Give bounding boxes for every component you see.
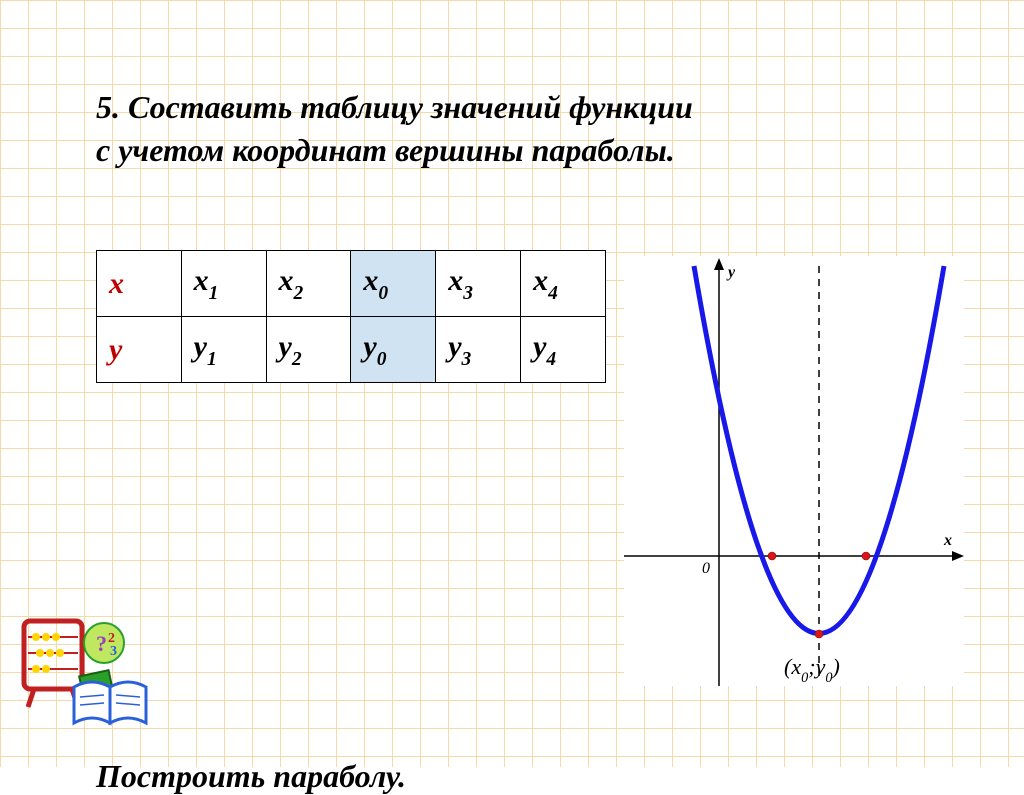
row-header-x: х bbox=[97, 251, 182, 317]
graph-svg bbox=[624, 256, 964, 686]
cell-y0-highlighted: y0 bbox=[351, 317, 436, 383]
cell-x1: x1 bbox=[181, 251, 266, 317]
y-axis-arrow-icon bbox=[714, 258, 724, 270]
cell-x0-highlighted: x0 bbox=[351, 251, 436, 317]
school-supplies-icon: ? 2 3 1+1= bbox=[18, 617, 158, 737]
origin-label: 0 bbox=[702, 560, 710, 578]
svg-text:3: 3 bbox=[110, 644, 117, 659]
cell-y2: y2 bbox=[266, 317, 351, 383]
cell-x2: x2 bbox=[266, 251, 351, 317]
cell-y4: y4 bbox=[521, 317, 606, 383]
cell-x4: x4 bbox=[521, 251, 606, 317]
title-line-1: 5. Составить таблицу значений функции bbox=[96, 89, 693, 125]
cell-y3: y3 bbox=[436, 317, 521, 383]
task-title: 5. Составить таблицу значений функции с … bbox=[96, 86, 964, 172]
row-header-y: у bbox=[97, 317, 182, 383]
values-table: х x1 x2 x0 x3 x4 у y1 y2 y0 y3 y4 bbox=[96, 250, 606, 383]
table-row: у y1 y2 y0 y3 y4 bbox=[97, 317, 606, 383]
vertex-point bbox=[815, 630, 823, 638]
svg-text:?: ? bbox=[96, 631, 107, 656]
vertex-label: (x0;y0) bbox=[784, 654, 840, 684]
cell-x3: x3 bbox=[436, 251, 521, 317]
table-row: х x1 x2 x0 x3 x4 bbox=[97, 251, 606, 317]
x-axis-arrow-icon bbox=[952, 551, 964, 561]
root-point-1 bbox=[768, 552, 776, 560]
subtitle: Построить параболу. bbox=[96, 758, 964, 795]
parabola-graph: y x 0 (x0;y0) bbox=[624, 256, 964, 686]
x-axis-label: x bbox=[944, 532, 952, 550]
y-axis-label: y bbox=[728, 264, 735, 282]
cell-y1: y1 bbox=[181, 317, 266, 383]
root-point-2 bbox=[862, 552, 870, 560]
title-line-2: с учетом координат вершины параболы. bbox=[96, 132, 675, 168]
mid-row: х x1 x2 x0 x3 x4 у y1 y2 y0 y3 y4 bbox=[96, 250, 964, 686]
